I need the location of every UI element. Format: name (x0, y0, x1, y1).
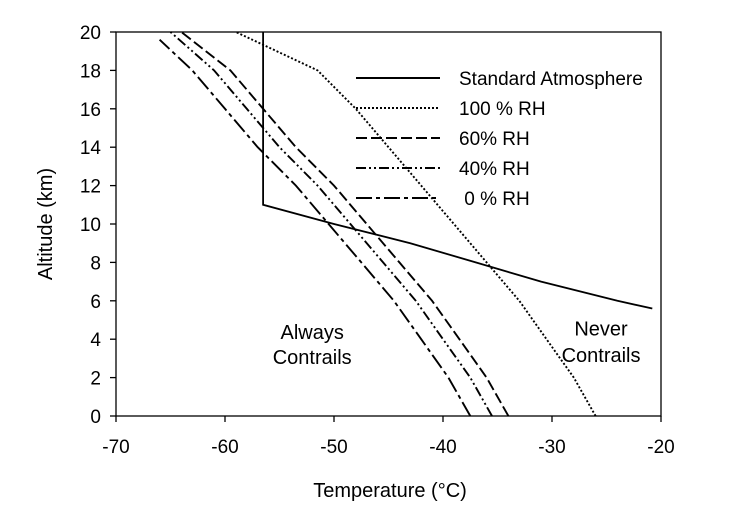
x-tick-label: -40 (429, 437, 456, 458)
y-tick-label: 18 (80, 61, 101, 82)
series-line-1 (235, 31, 597, 417)
legend-label: 0 % RH (459, 189, 530, 210)
series-line-4 (158, 39, 472, 417)
y-tick-label: 20 (80, 23, 101, 44)
x-tick-label: -50 (320, 437, 347, 458)
x-tick-label: -20 (647, 437, 674, 458)
y-tick-label: 6 (90, 292, 101, 313)
x-tick-label: -70 (102, 437, 129, 458)
y-tick-label: 10 (80, 215, 101, 236)
series-line-0 (262, 32, 653, 310)
x-tick-label: -30 (538, 437, 565, 458)
x-axis-title: Temperature (°C) (313, 480, 467, 502)
y-tick-label: 0 (90, 407, 101, 428)
y-tick-label: 14 (80, 138, 102, 159)
series-layer (158, 31, 653, 417)
x-tick-label: -60 (211, 437, 238, 458)
y-tick-label: 8 (90, 253, 101, 274)
y-tick-label: 12 (80, 177, 101, 198)
y-tick-label: 16 (80, 100, 101, 121)
plot-area: -70 -60 -50 -40 -30 -20 0 2 4 6 8 10 12 14 16 18 20 (80, 23, 675, 458)
series-line-2 (180, 31, 510, 417)
annotation-text: Never (574, 318, 628, 340)
y-tick-label: 4 (90, 330, 101, 351)
y-axis-title: Altitude (km) (35, 168, 57, 280)
annotation-text: Always (281, 322, 344, 344)
annotations: Always Contrails Never Contrails (273, 318, 641, 369)
annotation-text: Contrails (562, 345, 641, 367)
legend-label: 100 % RH (459, 99, 546, 120)
legend-label: 40% RH (459, 159, 530, 180)
legend-label: 60% RH (459, 129, 530, 150)
series-line-3 (169, 31, 493, 417)
y-tick-label: 2 (90, 369, 101, 390)
legend-label: Standard Atmosphere (459, 69, 643, 90)
annotation-text: Contrails (273, 347, 352, 369)
